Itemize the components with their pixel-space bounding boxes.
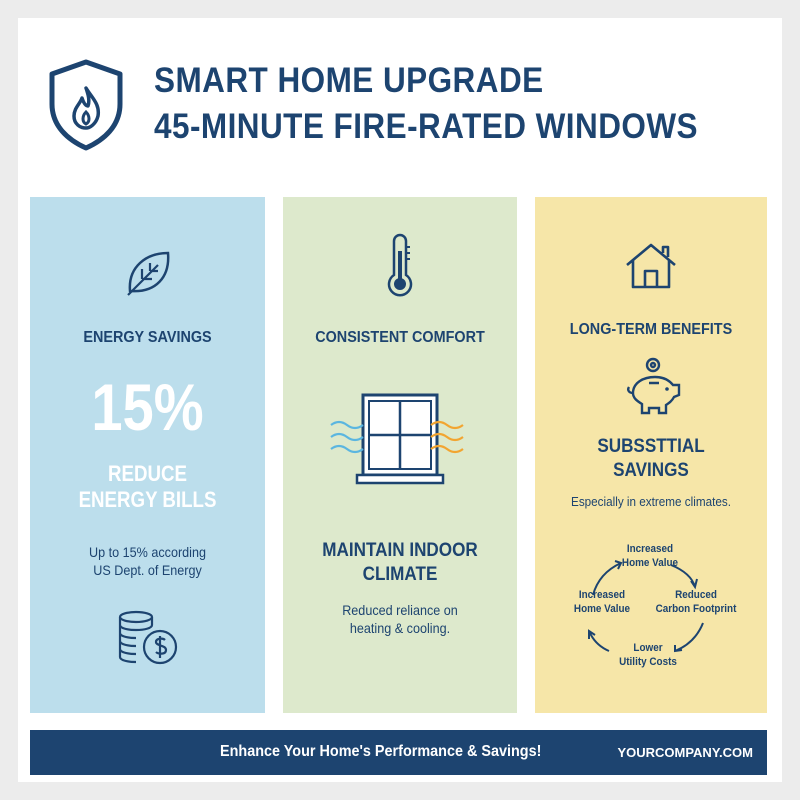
note-line-2: US Dept. of Energy (93, 562, 202, 578)
cycle-item: Lower Utility Costs (619, 642, 677, 668)
long-term-benefits-panel: LONG-TERM BENEFITS SUBSSTTIAL SAVINGS Es… (535, 197, 767, 713)
note-line-2: heating & cooling. (349, 620, 451, 636)
cycle-item: Reduced Carbon Footprint (655, 589, 737, 615)
piggy-bank-icon (627, 357, 681, 415)
title-line-2: 45-MINUTE FIRE-RATED WINDOWS (154, 107, 698, 146)
page-title: SMART HOME UPGRADE 45-MINUTE FIRE-RATED … (154, 58, 698, 150)
panel-heading: LONG-TERM BENEFITS (569, 321, 733, 338)
cycle-item: Increased Home Value (573, 589, 631, 615)
house-icon (626, 243, 676, 289)
subheading-2: CLIMATE (362, 564, 438, 585)
stat-value: 15% (91, 370, 204, 444)
cycle-arrows-icon (588, 560, 704, 653)
shield-flame-icon (49, 59, 123, 151)
window-airflow-icon (330, 393, 464, 485)
note-line-1: Up to 15% according (89, 544, 206, 560)
coins-dollar-icon (118, 610, 178, 665)
subheading-1: MAINTAIN INDOOR (322, 540, 478, 561)
stat-label-1: REDUCE (108, 461, 187, 486)
stat-label-2: ENERGY BILLS (78, 487, 217, 512)
panel-heading: CONSISTENT COMFORT (315, 329, 485, 346)
note: Especially in extreme climates. (571, 494, 731, 509)
title-line-1: SMART HOME UPGRADE (154, 61, 544, 100)
consistent-comfort-panel: CONSISTENT COMFORT MAINTAIN INDOOR CLIMA… (283, 197, 517, 713)
subheading-2: SAVINGS (613, 460, 689, 481)
subheading-1: SUBSSTTIAL (597, 436, 705, 457)
thermometer-icon (387, 233, 413, 297)
cycle-item: Increased Home Value (621, 543, 679, 569)
footer-banner: Enhance Your Home's Performance & Saving… (30, 730, 767, 775)
leaf-icon (127, 251, 170, 296)
footer-tagline: Enhance Your Home's Performance & Saving… (220, 743, 542, 760)
energy-savings-panel: ENERGY SAVINGS 15% REDUCE ENERGY BILLS U… (30, 197, 265, 713)
note-line-1: Reduced reliance on (342, 602, 458, 618)
panel-heading: ENERGY SAVINGS (83, 329, 212, 346)
footer-website[interactable]: YOURCOMPANY.COM (617, 745, 753, 760)
